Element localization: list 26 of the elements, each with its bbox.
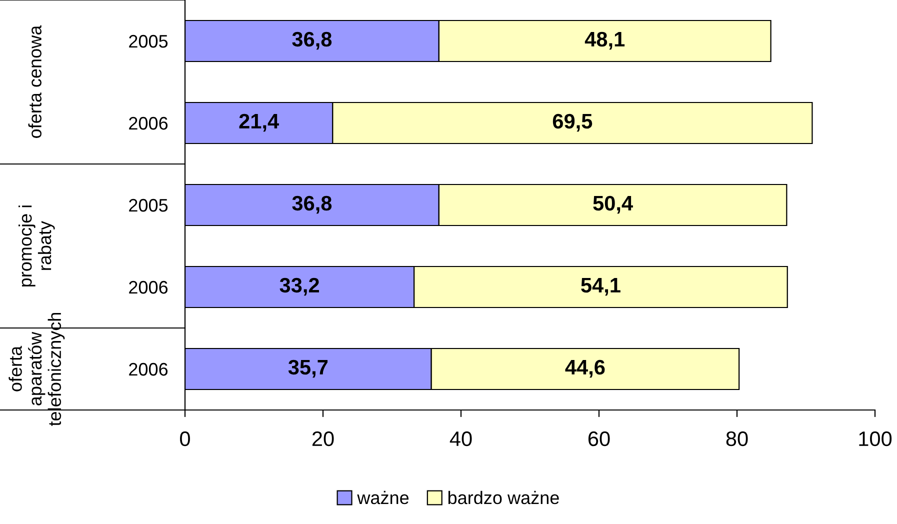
data-label: 21,4 xyxy=(239,114,279,132)
text: oferta cenowa xyxy=(28,25,42,138)
data-label: 69,5 xyxy=(552,114,592,132)
x-tick-label: 100 xyxy=(859,431,892,446)
data-label: 36,8 xyxy=(292,196,332,214)
y-tick-label: 2006 xyxy=(129,362,168,376)
x-tick-label: 0 xyxy=(180,431,190,446)
legend-label: ważne xyxy=(357,490,409,504)
data-label: 50,4 xyxy=(593,196,633,214)
text: promocje i rabaty xyxy=(18,206,55,286)
x-tick-label: 60 xyxy=(588,431,610,446)
x-tick-label: 40 xyxy=(450,431,472,446)
data-label: 35,7 xyxy=(288,360,328,378)
text: oferta aparatów telefonicznych xyxy=(8,312,65,426)
y-tick-label: 2005 xyxy=(129,34,168,48)
data-label: 54,1 xyxy=(581,278,620,296)
x-tick-label: 80 xyxy=(726,431,748,446)
y-tick-label: 2005 xyxy=(129,198,168,212)
legend-label: bardzo ważne xyxy=(448,490,559,504)
data-label: 48,1 xyxy=(584,32,625,50)
y-tick-label: 2006 xyxy=(129,116,168,130)
data-label: 44,6 xyxy=(565,360,605,378)
data-label: 33,2 xyxy=(280,278,319,296)
x-tick-label: 20 xyxy=(312,431,334,446)
data-label: 36,8 xyxy=(292,32,332,50)
y-tick-label: 2006 xyxy=(129,280,168,294)
